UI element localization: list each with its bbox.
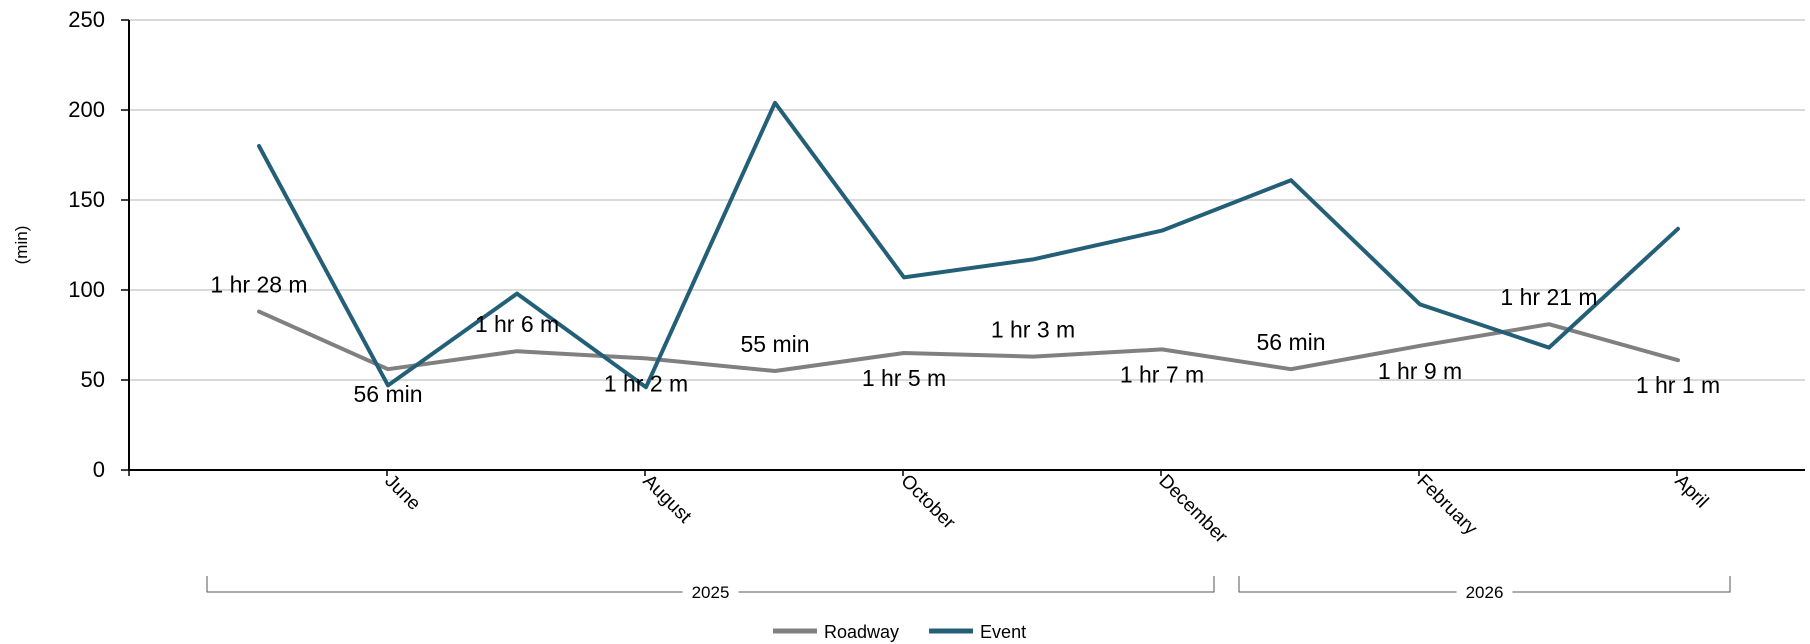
data-label: 55 min xyxy=(740,331,809,357)
data-label: 1 hr 28 m xyxy=(210,272,307,298)
y-tick-label: 200 xyxy=(68,97,105,122)
data-label: 1 hr 1 m xyxy=(1636,372,1720,398)
y-tick-label: 0 xyxy=(93,457,105,482)
x-tick-label: February xyxy=(1412,471,1481,540)
y-tick-label: 100 xyxy=(68,277,105,302)
group-bracket-right xyxy=(1512,576,1731,593)
legend-label-event: Event xyxy=(980,622,1026,642)
group-bracket-left xyxy=(1238,576,1457,593)
data-label: 1 hr 3 m xyxy=(991,317,1075,343)
data-label: 1 hr 2 m xyxy=(604,370,688,396)
group-label: 2026 xyxy=(1466,583,1504,602)
y-tick-label: 50 xyxy=(81,367,105,392)
data-label: 1 hr 9 m xyxy=(1378,358,1462,384)
y-axis-title: (min) xyxy=(12,226,31,265)
data-labels: 1 hr 28 m 56 min 1 hr 6 m 1 hr 2 m 55 min 1 h… xyxy=(210,272,1720,408)
series-line-event xyxy=(257,100,1680,390)
axes xyxy=(121,19,1805,476)
x-tick-label: December xyxy=(1154,471,1231,548)
group-label: 2025 xyxy=(692,583,730,602)
y-tick-labels: 0 50 100 150 200 250 xyxy=(68,7,105,482)
gridlines xyxy=(129,19,1805,381)
data-label: 1 hr 5 m xyxy=(862,365,946,391)
series-lines xyxy=(257,100,1680,390)
y-tick-label: 150 xyxy=(68,187,105,212)
data-label: 1 hr 7 m xyxy=(1120,361,1204,387)
series-line-roadway xyxy=(257,309,1680,373)
data-label: 1 hr 21 m xyxy=(1500,284,1597,310)
group-bracket-left xyxy=(206,576,683,593)
legend-label-roadway: Roadway xyxy=(824,622,899,642)
data-label: 1 hr 6 m xyxy=(475,311,559,337)
y-tick-label: 250 xyxy=(68,7,105,32)
year-groups: 2025 2026 xyxy=(206,576,1731,602)
x-tick-label: October xyxy=(896,471,959,534)
x-tick-labels: June August October December February April xyxy=(380,471,1712,548)
x-tick-label: April xyxy=(1670,471,1712,513)
legend: Roadway Event xyxy=(773,622,1026,642)
group-bracket-right xyxy=(738,576,1215,593)
x-tick-label: June xyxy=(380,471,424,515)
data-label: 56 min xyxy=(353,381,422,407)
data-label: 56 min xyxy=(1256,329,1325,355)
x-tick-label: August xyxy=(638,471,695,528)
